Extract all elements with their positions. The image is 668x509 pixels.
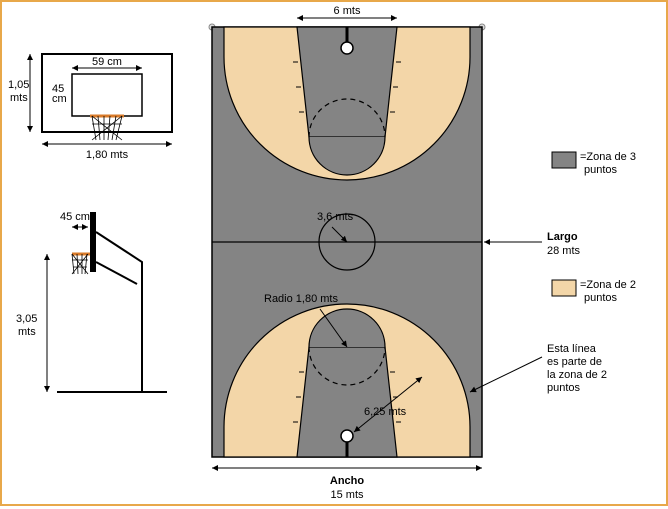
label-ancho-title: Ancho <box>330 475 365 487</box>
note-l1: Esta línea <box>547 343 597 355</box>
legend-zone2: =Zona de 2 puntos <box>552 279 636 304</box>
label-rim-h: 45 cm <box>60 211 90 223</box>
label-inner-h2: cm <box>52 93 67 105</box>
label-top-width: 6 mts <box>334 5 361 17</box>
legend-zone2-l1: =Zona de 2 <box>580 279 636 291</box>
note-l4: puntos <box>547 382 581 394</box>
note-linea: Esta línea es parte de la zona de 2 punt… <box>470 343 607 394</box>
label-board-h1: 1,05 <box>8 79 29 91</box>
legend-zone3-l2: puntos <box>584 164 618 176</box>
dim-ancho: Ancho 15 mts <box>212 468 482 501</box>
dim-top-lane: 6 mts <box>297 5 397 18</box>
label-largo-val: 28 mts <box>547 245 581 257</box>
label-board-h2: mts <box>10 92 28 104</box>
label-radio: Radio 1,80 mts <box>264 293 338 305</box>
label-ancho-val: 15 mts <box>330 489 364 501</box>
note-l2: es parte de <box>547 356 602 368</box>
dim-largo: Largo 28 mts <box>484 231 581 257</box>
top-basket <box>341 42 353 54</box>
diagram-svg: 6 mts 3,6 mts Radio 1,80 mts 6,25 mts An… <box>2 2 666 504</box>
label-stand-h2: mts <box>18 326 36 338</box>
legend-zone3: =Zona de 3 puntos <box>552 151 636 176</box>
backboard-side: 45 cm 3,05 mts <box>16 211 167 392</box>
label-stand-h1: 3,05 <box>16 313 37 325</box>
label-board-w: 1,80 mts <box>86 149 129 161</box>
backboard-front: 1,80 mts 1,05 mts 59 cm 45 cm <box>8 54 172 161</box>
diagram-frame: 6 mts 3,6 mts Radio 1,80 mts 6,25 mts An… <box>0 0 668 506</box>
bottom-basket <box>341 430 353 442</box>
label-arc-dist: 6,25 mts <box>364 406 407 418</box>
legend-zone2-l2: puntos <box>584 292 618 304</box>
legend-zone3-l1: =Zona de 3 <box>580 151 636 163</box>
label-center-diam: 3,6 mts <box>317 211 354 223</box>
label-largo-title: Largo <box>547 231 578 243</box>
label-inner-w: 59 cm <box>92 56 122 68</box>
court <box>209 24 485 457</box>
note-l3: la zona de 2 <box>547 369 607 381</box>
